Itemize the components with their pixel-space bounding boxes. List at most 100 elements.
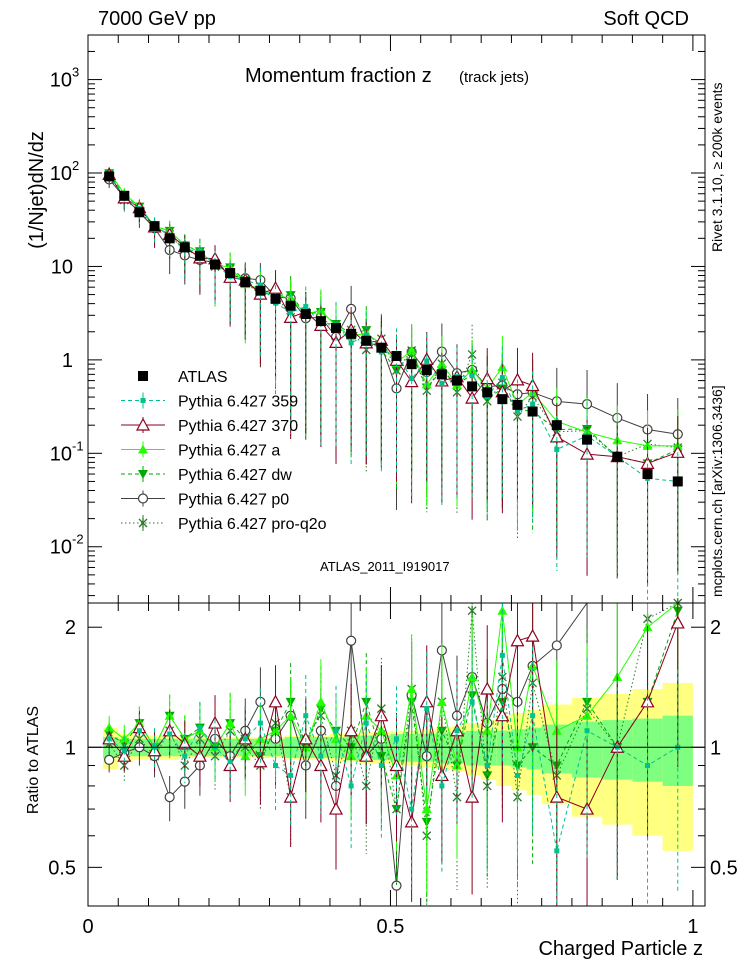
atlas-point (451, 375, 462, 386)
ratio-point (225, 718, 236, 728)
ratio-point (530, 713, 536, 719)
atlas-point (421, 364, 432, 375)
ratio-plot-frame (87, 602, 706, 907)
ratio-point (348, 783, 354, 789)
atlas-point (240, 277, 251, 288)
data-point (469, 373, 475, 379)
legend-item: Pythia 6.427 dw (121, 466, 292, 484)
x-axis-label: Charged Particle z (538, 938, 703, 960)
atlas-point (361, 335, 372, 346)
data-point (409, 376, 415, 382)
legend-marker (135, 417, 151, 431)
data-point (554, 446, 560, 452)
atlas-point (391, 351, 402, 362)
x-tick-label: 0 (82, 916, 93, 938)
atlas-point (331, 322, 342, 333)
y-tick-label: 10 (50, 70, 72, 92)
data-point (363, 332, 369, 338)
atlas-point (300, 308, 311, 319)
ratio-y-axis-label: Ratio to ATLAS (25, 706, 42, 814)
ratio-point (104, 754, 115, 765)
ratio-point (303, 713, 309, 719)
ratio-line (108, 622, 679, 823)
atlas-point (672, 476, 683, 487)
ratio-point (121, 748, 127, 754)
data-point (514, 408, 520, 414)
atlas-point (582, 434, 593, 445)
legend-label: Pythia 6.427 pro-q2o (178, 516, 327, 533)
data-point (303, 304, 309, 310)
ratio-series (102, 598, 685, 906)
ratio-point (344, 723, 359, 737)
ratio-point (242, 736, 248, 742)
side-label-rivet: Rivet 3.1.10, ≥ 200k events (709, 82, 725, 252)
atlas-point (285, 300, 296, 311)
legend: ATLAS Pythia 6.427 359 Pythia 6.427 370 Pyt… (121, 369, 327, 533)
ratio-point (467, 605, 477, 616)
ratio-point (288, 772, 294, 778)
ratio-point (645, 763, 651, 769)
ratio-point (197, 725, 203, 731)
ratio-point (227, 759, 233, 765)
atlas-point (255, 285, 266, 296)
atlas-point (149, 221, 160, 232)
legend-label: Pythia 6.427 370 (178, 418, 298, 435)
ratio-point (346, 635, 357, 646)
ratio-point (106, 736, 112, 742)
ratio-point (436, 696, 447, 706)
atlas-point (482, 387, 493, 398)
data-point (257, 282, 263, 288)
atlas-point (164, 233, 175, 244)
atlas-point (225, 268, 236, 279)
legend-marker (138, 470, 148, 479)
ratio-point (268, 694, 283, 708)
series-line (108, 171, 678, 447)
ratio-point (484, 763, 490, 769)
atlas-point (497, 394, 508, 405)
chart-title: Momentum fraction z (245, 65, 432, 87)
ratio-line (108, 655, 679, 851)
y-tick-label-exponent: -1 (72, 438, 84, 453)
y-tick-label: 10 (50, 163, 72, 185)
atlas-point (436, 369, 447, 380)
analysis-label: ATLAS_2011_I919017 (320, 559, 450, 574)
data-point (549, 429, 564, 443)
atlas-point (527, 406, 538, 417)
data-point (525, 378, 540, 392)
atlas-point (270, 293, 281, 304)
data-point (670, 445, 685, 458)
data-point (439, 380, 445, 386)
ratio-point (363, 720, 369, 726)
atlas-point (104, 171, 115, 182)
ratio-tick-label: 1 (65, 737, 76, 759)
ratio-tick-label-right: 0.5 (710, 857, 738, 879)
ratio-point (257, 720, 263, 726)
ratio-point (391, 880, 402, 891)
ratio-point (318, 753, 324, 759)
ratio-point (525, 628, 540, 642)
data-point (288, 309, 294, 315)
y-tick-label-exponent: 3 (72, 65, 79, 80)
legend-item: Pythia 6.427 a (121, 441, 280, 460)
legend-marker (137, 493, 149, 504)
atlas-point (315, 316, 326, 327)
series-line (108, 179, 678, 435)
data-point (424, 358, 430, 364)
legend-label: ATLAS (178, 369, 228, 386)
atlas-point (406, 359, 417, 370)
ratio-point (333, 728, 339, 734)
legend-label: Pythia 6.427 dw (178, 467, 292, 484)
ratio-band-inner (496, 730, 512, 766)
legend-label: Pythia 6.427 a (178, 443, 280, 460)
ratio-tick-label-right: 2 (710, 617, 721, 639)
atlas-point (551, 420, 562, 431)
header-right: Soft QCD (603, 8, 689, 30)
ratio-point (424, 706, 430, 712)
atlas-point (642, 469, 653, 480)
ratio-point (514, 772, 520, 778)
ratio-line (108, 610, 679, 822)
legend-item: Pythia 6.427 359 (121, 392, 298, 411)
y-tick-label: 1 (62, 350, 73, 372)
ratio-point (378, 763, 384, 769)
